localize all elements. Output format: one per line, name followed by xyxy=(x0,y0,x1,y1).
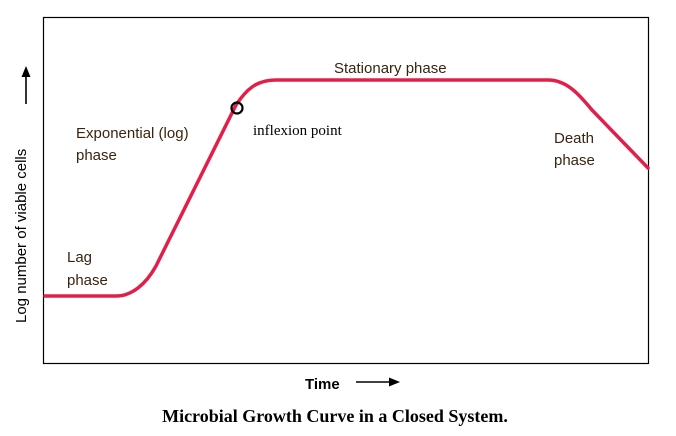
inflexion-point-marker xyxy=(230,101,244,115)
lag-phase-label-line2: phase xyxy=(67,272,108,289)
growth-curve xyxy=(43,78,650,298)
plot-frame xyxy=(42,16,650,365)
y-axis-label: Log number of viable cells xyxy=(13,149,30,323)
lag-phase-label-line1: Lag xyxy=(67,249,92,266)
x-axis-arrow-head xyxy=(389,377,400,387)
figure-caption: Microbial Growth Curve in a Closed Syste… xyxy=(162,406,508,426)
x-axis-label: Time xyxy=(305,376,340,393)
y-axis-arrow-head xyxy=(21,66,31,77)
inflexion-point-label: inflexion point xyxy=(253,123,343,139)
stationary-phase-label: Stationary phase xyxy=(334,60,447,77)
exponential-phase-label-line2: phase xyxy=(76,147,117,164)
death-phase-label-line2: phase xyxy=(554,152,595,169)
exponential-phase-label-line1: Exponential (log) xyxy=(76,125,189,142)
death-phase-label-line1: Death xyxy=(554,130,594,147)
